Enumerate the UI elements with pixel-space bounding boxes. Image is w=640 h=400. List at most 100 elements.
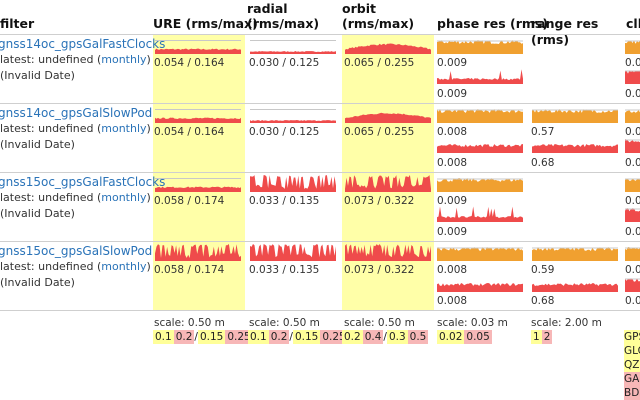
legend-separator: / [194, 331, 198, 343]
legend-chip: 0.2 [342, 330, 363, 344]
row-divider [0, 241, 640, 242]
sparkline-area [437, 247, 523, 261]
sparkline-area [437, 144, 523, 153]
orbit-value: 0.065 / 0.255 [344, 126, 415, 138]
header-orbit: orbit [342, 1, 376, 16]
sparkline-area [625, 40, 640, 54]
clk-sparkline-a [625, 176, 640, 192]
header-phase-res: phase res (rms) [437, 16, 549, 31]
clk-value-a: 0.0 [625, 126, 640, 138]
clk-sparkline-a [625, 38, 640, 54]
legend-chip: 0.15 [292, 330, 321, 344]
latest-date: (Invalid Date) [0, 69, 75, 82]
phase-sparkline-b [437, 276, 523, 292]
radial-value: 0.030 / 0.125 [249, 57, 320, 69]
header-filter: filter [0, 16, 35, 31]
phase-sparkline-a [437, 107, 523, 123]
latest-suffix: ) [146, 53, 151, 66]
phase-value-a: 0.008 [437, 126, 468, 138]
row-divider [0, 103, 640, 104]
monthly-link[interactable]: monthly [101, 191, 147, 204]
legend-chip: 0.4 [362, 330, 384, 344]
sparkline-area [625, 110, 640, 123]
sparkline-area [250, 120, 336, 123]
header-radial: radial [247, 1, 288, 16]
monthly-link[interactable]: monthly [101, 122, 147, 135]
phase-scale: scale: 0.03 m [437, 317, 508, 329]
clk-value-b: 0.0 [625, 295, 640, 307]
phase-value-a: 0.009 [437, 195, 468, 207]
legend-chip: 0.3 [386, 330, 408, 344]
legend-chip: 0.05 [464, 330, 492, 344]
row-divider [0, 310, 640, 311]
legend-chip: QZS [624, 358, 640, 372]
range-sparkline-a [532, 107, 618, 123]
phase-sparkline-a [437, 176, 523, 192]
filter-name-link[interactable]: gnss15oc_gpsGalSlowPod [0, 244, 153, 258]
latest-status: latest: undefined (monthly) [0, 190, 151, 206]
latest-label: latest: undefined ( [0, 53, 102, 66]
phase-sparkline-b [437, 68, 523, 84]
phase-sparkline-b [437, 137, 523, 153]
clk-value-b: 0.0 [625, 157, 640, 169]
sparkline-area [437, 69, 523, 84]
sparkline-area [625, 208, 640, 222]
clk-sparkline-b [625, 276, 640, 292]
phase-value-a: 0.009 [437, 57, 468, 69]
clk-sparkline-a [625, 107, 640, 123]
clk-value-a: 0.0 [625, 57, 640, 69]
range-value-b: 0.68 [531, 157, 555, 169]
phase-legend: 0.02 0.05 [437, 330, 492, 344]
legend-chip: GLO [624, 344, 640, 358]
radial-sparkline [250, 107, 336, 123]
orbit-value: 0.065 / 0.255 [344, 57, 415, 69]
range-value-a: 0.59 [531, 264, 555, 276]
legend-chip: 0.1 [248, 330, 269, 344]
legend-chip: GAL [624, 372, 640, 386]
latest-label: latest: undefined ( [0, 191, 102, 204]
clk-sparkline-a [625, 245, 640, 261]
latest-status: latest: undefined (monthly) [0, 121, 151, 137]
latest-suffix: ) [146, 122, 151, 135]
range-sparkline-b [532, 137, 618, 153]
sparkline-area [345, 112, 431, 123]
header-orbit-unit: (rms/max) [342, 16, 415, 31]
legend-chip: 2 [541, 330, 553, 344]
range-scale: scale: 2.00 m [531, 317, 602, 329]
legend-separator: / [289, 331, 293, 343]
ure-sparkline [155, 107, 241, 123]
sparkline-area [532, 247, 618, 261]
phase-value-b: 0.009 [437, 88, 468, 100]
ure-value: 0.054 / 0.164 [154, 57, 225, 69]
range-sparkline-a [532, 245, 618, 261]
sparkline-area [345, 43, 431, 54]
orbit-value: 0.073 / 0.322 [344, 264, 415, 276]
legend-chip: 0.25 [320, 330, 348, 344]
latest-suffix: ) [146, 260, 151, 273]
ure-sparkline [155, 243, 241, 261]
filter-name-link[interactable]: gnss14oc_gpsGalSlowPod [0, 106, 153, 120]
filter-name-link[interactable]: gnss14oc_gpsGalFastClocks [0, 37, 166, 51]
radial-sparkline [250, 38, 336, 54]
orbit-scale: scale: 0.50 m [344, 317, 415, 329]
latest-label: latest: undefined ( [0, 122, 102, 135]
orbit-sparkline [345, 107, 431, 123]
legend-separator: / [383, 331, 387, 343]
legend-chip: 0.5 [407, 330, 429, 344]
radial-legend: 0.1 0.2/0.15 0.25 [248, 330, 348, 344]
orbit-sparkline [345, 38, 431, 54]
header-radial-unit: (rms/max) [247, 16, 320, 31]
header-range-res: range res (rms) [531, 16, 599, 47]
latest-suffix: ) [146, 191, 151, 204]
sparkline-area [437, 178, 523, 192]
ure-sparkline [155, 38, 241, 54]
monthly-link[interactable]: monthly [101, 260, 147, 273]
row-divider [0, 34, 640, 35]
monthly-link[interactable]: monthly [101, 53, 147, 66]
filter-name-link[interactable]: gnss15oc_gpsGalFastClocks [0, 175, 166, 189]
sparkline-area [250, 175, 336, 192]
ure-sparkline [155, 176, 241, 192]
sparkline-area [625, 70, 640, 84]
orbit-value: 0.073 / 0.322 [344, 195, 415, 207]
